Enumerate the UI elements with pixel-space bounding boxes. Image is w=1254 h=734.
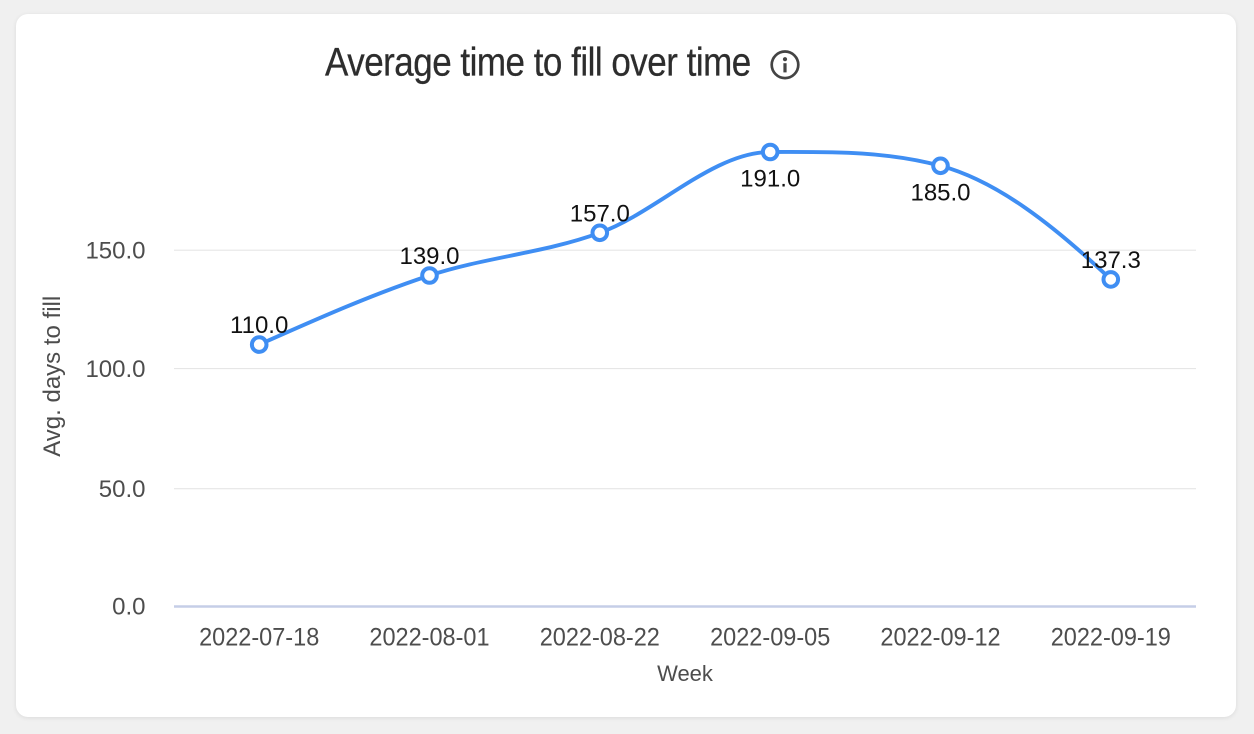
svg-text:Average time to fill over time: Average time to fill over time: [325, 39, 751, 83]
svg-text:2022-09-05: 2022-09-05: [710, 624, 830, 652]
svg-text:185.0: 185.0: [910, 179, 970, 206]
svg-text:0.0: 0.0: [112, 594, 145, 621]
svg-text:Week: Week: [657, 661, 714, 686]
svg-text:2022-08-01: 2022-08-01: [369, 624, 489, 652]
svg-text:150.0: 150.0: [85, 237, 145, 264]
svg-text:2022-08-22: 2022-08-22: [540, 624, 660, 652]
svg-text:2022-09-19: 2022-09-19: [1051, 624, 1171, 652]
svg-text:137.3: 137.3: [1081, 247, 1141, 274]
svg-text:100.0: 100.0: [85, 356, 145, 383]
svg-text:2022-07-18: 2022-07-18: [199, 624, 319, 652]
svg-text:50.0: 50.0: [99, 476, 146, 503]
svg-text:139.0: 139.0: [399, 243, 459, 270]
svg-text:110.0: 110.0: [230, 312, 288, 339]
svg-text:157.0: 157.0: [570, 200, 630, 227]
svg-text:2022-09-12: 2022-09-12: [880, 624, 1000, 652]
svg-text:191.0: 191.0: [740, 166, 800, 193]
svg-text:Avg. days to fill: Avg. days to fill: [39, 296, 66, 457]
